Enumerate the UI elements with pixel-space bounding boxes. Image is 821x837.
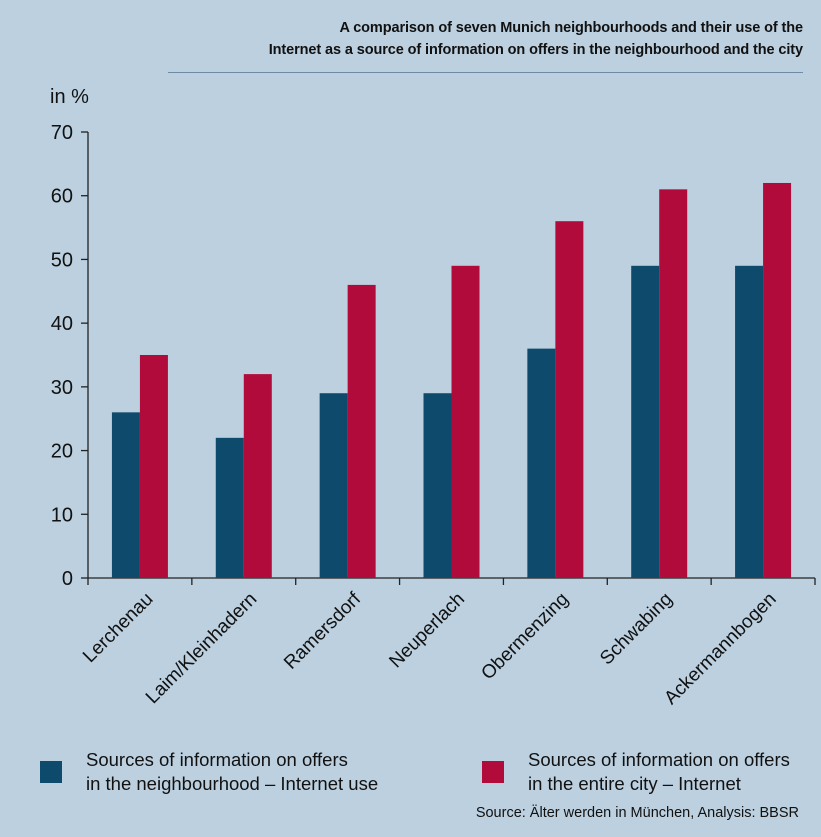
bar-neighbourhood <box>320 393 348 578</box>
bar-neighbourhood <box>216 438 244 578</box>
legend-swatch-city <box>482 761 504 783</box>
bar-city <box>348 285 376 578</box>
legend-item-neighbourhood: Sources of information on offers in the … <box>40 748 378 796</box>
y-tick-label: 60 <box>51 186 73 208</box>
bar-city <box>555 221 583 578</box>
y-tick-label: 0 <box>62 568 73 590</box>
y-tick-label: 40 <box>51 313 73 335</box>
bars <box>112 183 791 578</box>
bar-neighbourhood <box>424 393 452 578</box>
legend-label-city: Sources of information on offers in the … <box>528 748 790 796</box>
bar-city <box>452 266 480 578</box>
x-tick-label: Laim/Kleinhadern <box>142 589 261 708</box>
bar-city <box>140 355 168 578</box>
bar-neighbourhood <box>112 412 140 578</box>
legend-label-neighbourhood: Sources of information on offers in the … <box>86 748 378 796</box>
y-tick-label: 20 <box>51 441 73 463</box>
bar-city <box>763 183 791 578</box>
source-note: Source: Älter werden in München, Analysi… <box>476 805 799 821</box>
x-tick-label: Neuperlach <box>385 589 469 673</box>
legend-swatch-neighbourhood <box>40 761 62 783</box>
bar-neighbourhood <box>631 266 659 578</box>
bar-neighbourhood <box>527 349 555 578</box>
x-tick-label: Ramersdorf <box>280 588 366 674</box>
bar-city <box>244 374 272 578</box>
x-tick-label: Schwabing <box>596 589 677 670</box>
bar-city <box>659 189 687 578</box>
bar-neighbourhood <box>735 266 763 578</box>
x-tick-label: Lerchenau <box>79 589 157 667</box>
y-tick-label: 70 <box>51 122 73 144</box>
y-tick-label: 10 <box>51 504 73 526</box>
y-tick-label: 50 <box>51 249 73 271</box>
x-tick-label: Obermenzing <box>477 589 573 685</box>
y-tick-label: 30 <box>51 377 73 399</box>
legend-item-city: Sources of information on offers in the … <box>482 748 790 796</box>
x-tick-label: Ackermannbogen <box>660 589 780 709</box>
